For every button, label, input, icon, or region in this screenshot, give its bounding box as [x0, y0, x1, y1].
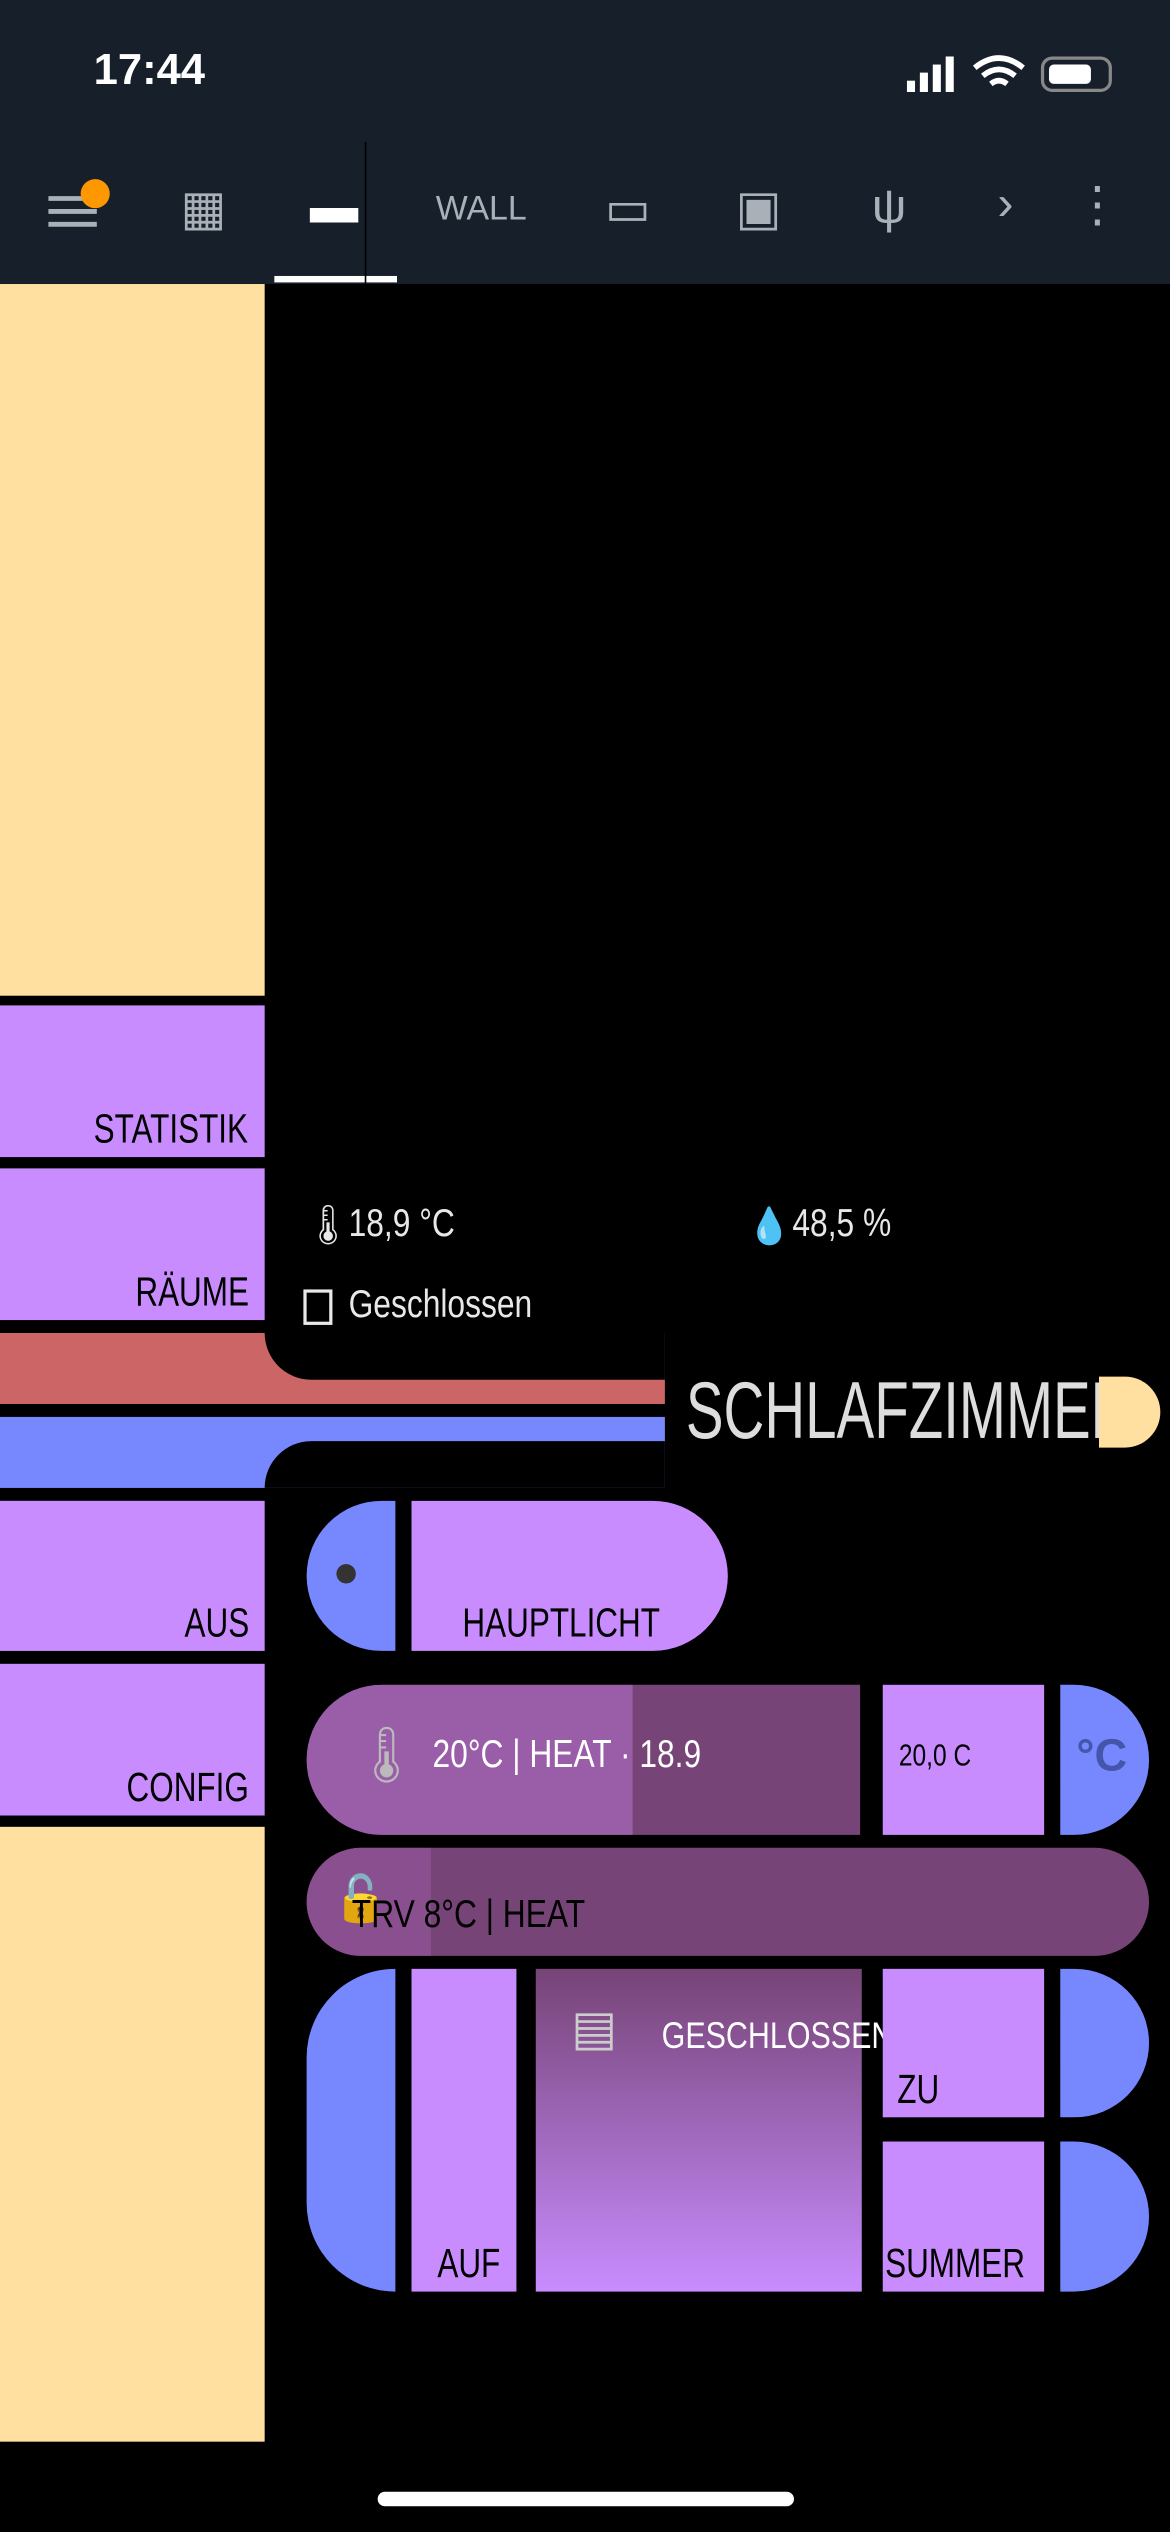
light-button[interactable]: HAUPTLICHT — [411, 1500, 728, 1651]
menu-icon[interactable] — [40, 174, 113, 239]
open-label: AUF — [437, 2241, 501, 2287]
summer-cap — [1060, 2141, 1150, 2292]
status-icons — [906, 55, 1112, 92]
climate-bar[interactable] — [306, 1684, 861, 1835]
button-label: RÄUME — [134, 1270, 249, 1316]
sidebar-button[interactable]: STATISTIK — [0, 1005, 265, 1158]
tab-bed[interactable]: ▬ — [309, 180, 359, 235]
lock-icon: 🔓 — [332, 1873, 389, 1924]
sidebar-button[interactable]: RÄUME — [0, 1168, 265, 1321]
temperature: 18,9 °C — [348, 1202, 455, 1246]
humidity-icon: 💧 — [747, 1205, 792, 1246]
elbow-cut — [264, 1332, 665, 1380]
button-label: AUS — [183, 1600, 249, 1647]
close-cap — [1060, 1968, 1150, 2118]
summer-label: SUMMER — [884, 2241, 1025, 2287]
elbow-cut — [264, 1441, 665, 1488]
sidebar-button[interactable]: AUS — [0, 1500, 265, 1651]
tab-next[interactable]: › — [997, 177, 1014, 231]
cover-icon: ▤ — [571, 2002, 618, 2056]
climate-fill — [306, 1684, 633, 1835]
sidebar-top — [0, 284, 265, 996]
cover-summer[interactable]: SUMMER — [882, 2141, 1045, 2292]
window-state: Geschlossen — [348, 1282, 533, 1327]
cover-close[interactable]: ZU — [882, 1968, 1045, 2118]
header — [0, 0, 1170, 285]
light-label: HAUPTLICHT — [462, 1600, 661, 1647]
bulb-icon: ● — [332, 1546, 360, 1597]
tab-divider — [364, 142, 367, 285]
title-cap — [1098, 1376, 1161, 1448]
tab-more[interactable]: ⋮ — [1073, 179, 1122, 233]
cover-open[interactable]: AUF — [411, 1968, 517, 2292]
tab-wall[interactable]: WALL — [435, 190, 527, 228]
tab-indicator — [274, 275, 397, 283]
tab-sofa[interactable]: ▭ — [604, 182, 651, 236]
close-label: ZU — [897, 2067, 940, 2113]
unit-cap[interactable]: °C — [1060, 1684, 1150, 1835]
trv-bar[interactable] — [306, 1847, 1150, 1956]
thermo-icon: 🌡 — [303, 1203, 353, 1248]
tab-computer[interactable]: ▣ — [735, 182, 782, 236]
home-indicator — [377, 2491, 794, 2507]
cover-state-label: GESCHLOSSEN — [661, 2014, 894, 2056]
setpoint-label: 20,0 C — [898, 1739, 972, 1774]
window-icon — [303, 1289, 333, 1325]
climate-icon: 🌡 — [351, 1725, 422, 1787]
sidebar-button[interactable]: CONFIG — [0, 1663, 265, 1816]
tab-floorplan[interactable]: ▦ — [180, 182, 227, 236]
trv-fill — [306, 1847, 431, 1956]
button-label: STATISTIK — [94, 1107, 249, 1153]
button-label: CONFIG — [126, 1765, 249, 1811]
sidebar-bottom — [0, 1826, 265, 2442]
trv-state: TRV 8°C | HEAT — [351, 1892, 586, 1937]
light-icon-cap[interactable]: ● — [306, 1500, 396, 1651]
room-title: SCHLAFZIMMER — [685, 1365, 1132, 1456]
humidity: 48,5 % — [792, 1202, 892, 1246]
tab-dining[interactable]: ψ — [871, 180, 907, 235]
setpoint[interactable]: 20,0 C — [882, 1684, 1045, 1835]
clock: 17:44 — [93, 45, 206, 94]
unit-label: °C — [1076, 1729, 1128, 1781]
cover-state[interactable]: ▤ GESCHLOSSEN — [535, 1968, 893, 2292]
cover-cap — [306, 1968, 396, 2292]
climate-state: 20°C | HEAT · 18.9 — [432, 1733, 702, 1777]
